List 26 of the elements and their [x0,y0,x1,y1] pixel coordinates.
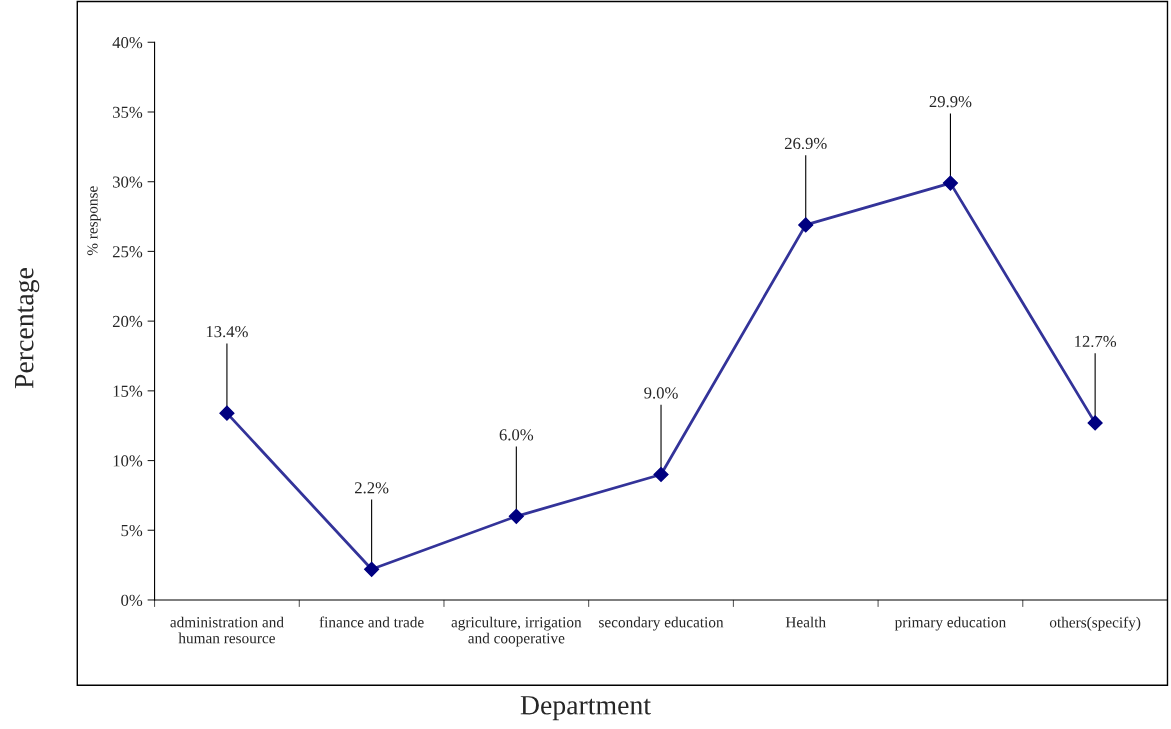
y-tick-label: 15% [113,385,143,397]
annotation: 9.0% [644,387,678,399]
annotation: 12.7% [1075,335,1117,348]
annotation: 6.0% [499,429,534,441]
y-tick-label: 30% [113,176,143,188]
y-tick-label: 0% [121,594,143,606]
x-axis-title: Department [520,696,651,721]
x-tick-label: others(specify) [1049,616,1141,631]
annotation: 29.9% [929,95,972,108]
y-tick-label: 10% [113,455,143,467]
y-tick-label: 35% [113,106,143,118]
x-tick-label: agriculture, irrigation and cooperative [451,616,582,647]
x-tick-label: administration and human resource [170,616,284,644]
y-tick-label: 40% [112,36,143,49]
annotation: 26.9% [784,137,827,150]
x-tick-label: Health [785,616,826,628]
x-tick-label: secondary education [599,616,724,631]
y-axis-title: Percentage [15,268,40,389]
y-tick-label: 20% [112,315,143,328]
annotation: 13.4% [206,326,248,338]
x-tick-label: primary education [894,616,1006,631]
y-tick-label: 25% [112,246,143,258]
annotation: 2.2% [355,482,389,494]
y-tick-label: 5% [121,524,143,537]
text: % response [87,186,101,256]
x-tick-label: finance and trade [319,616,424,628]
